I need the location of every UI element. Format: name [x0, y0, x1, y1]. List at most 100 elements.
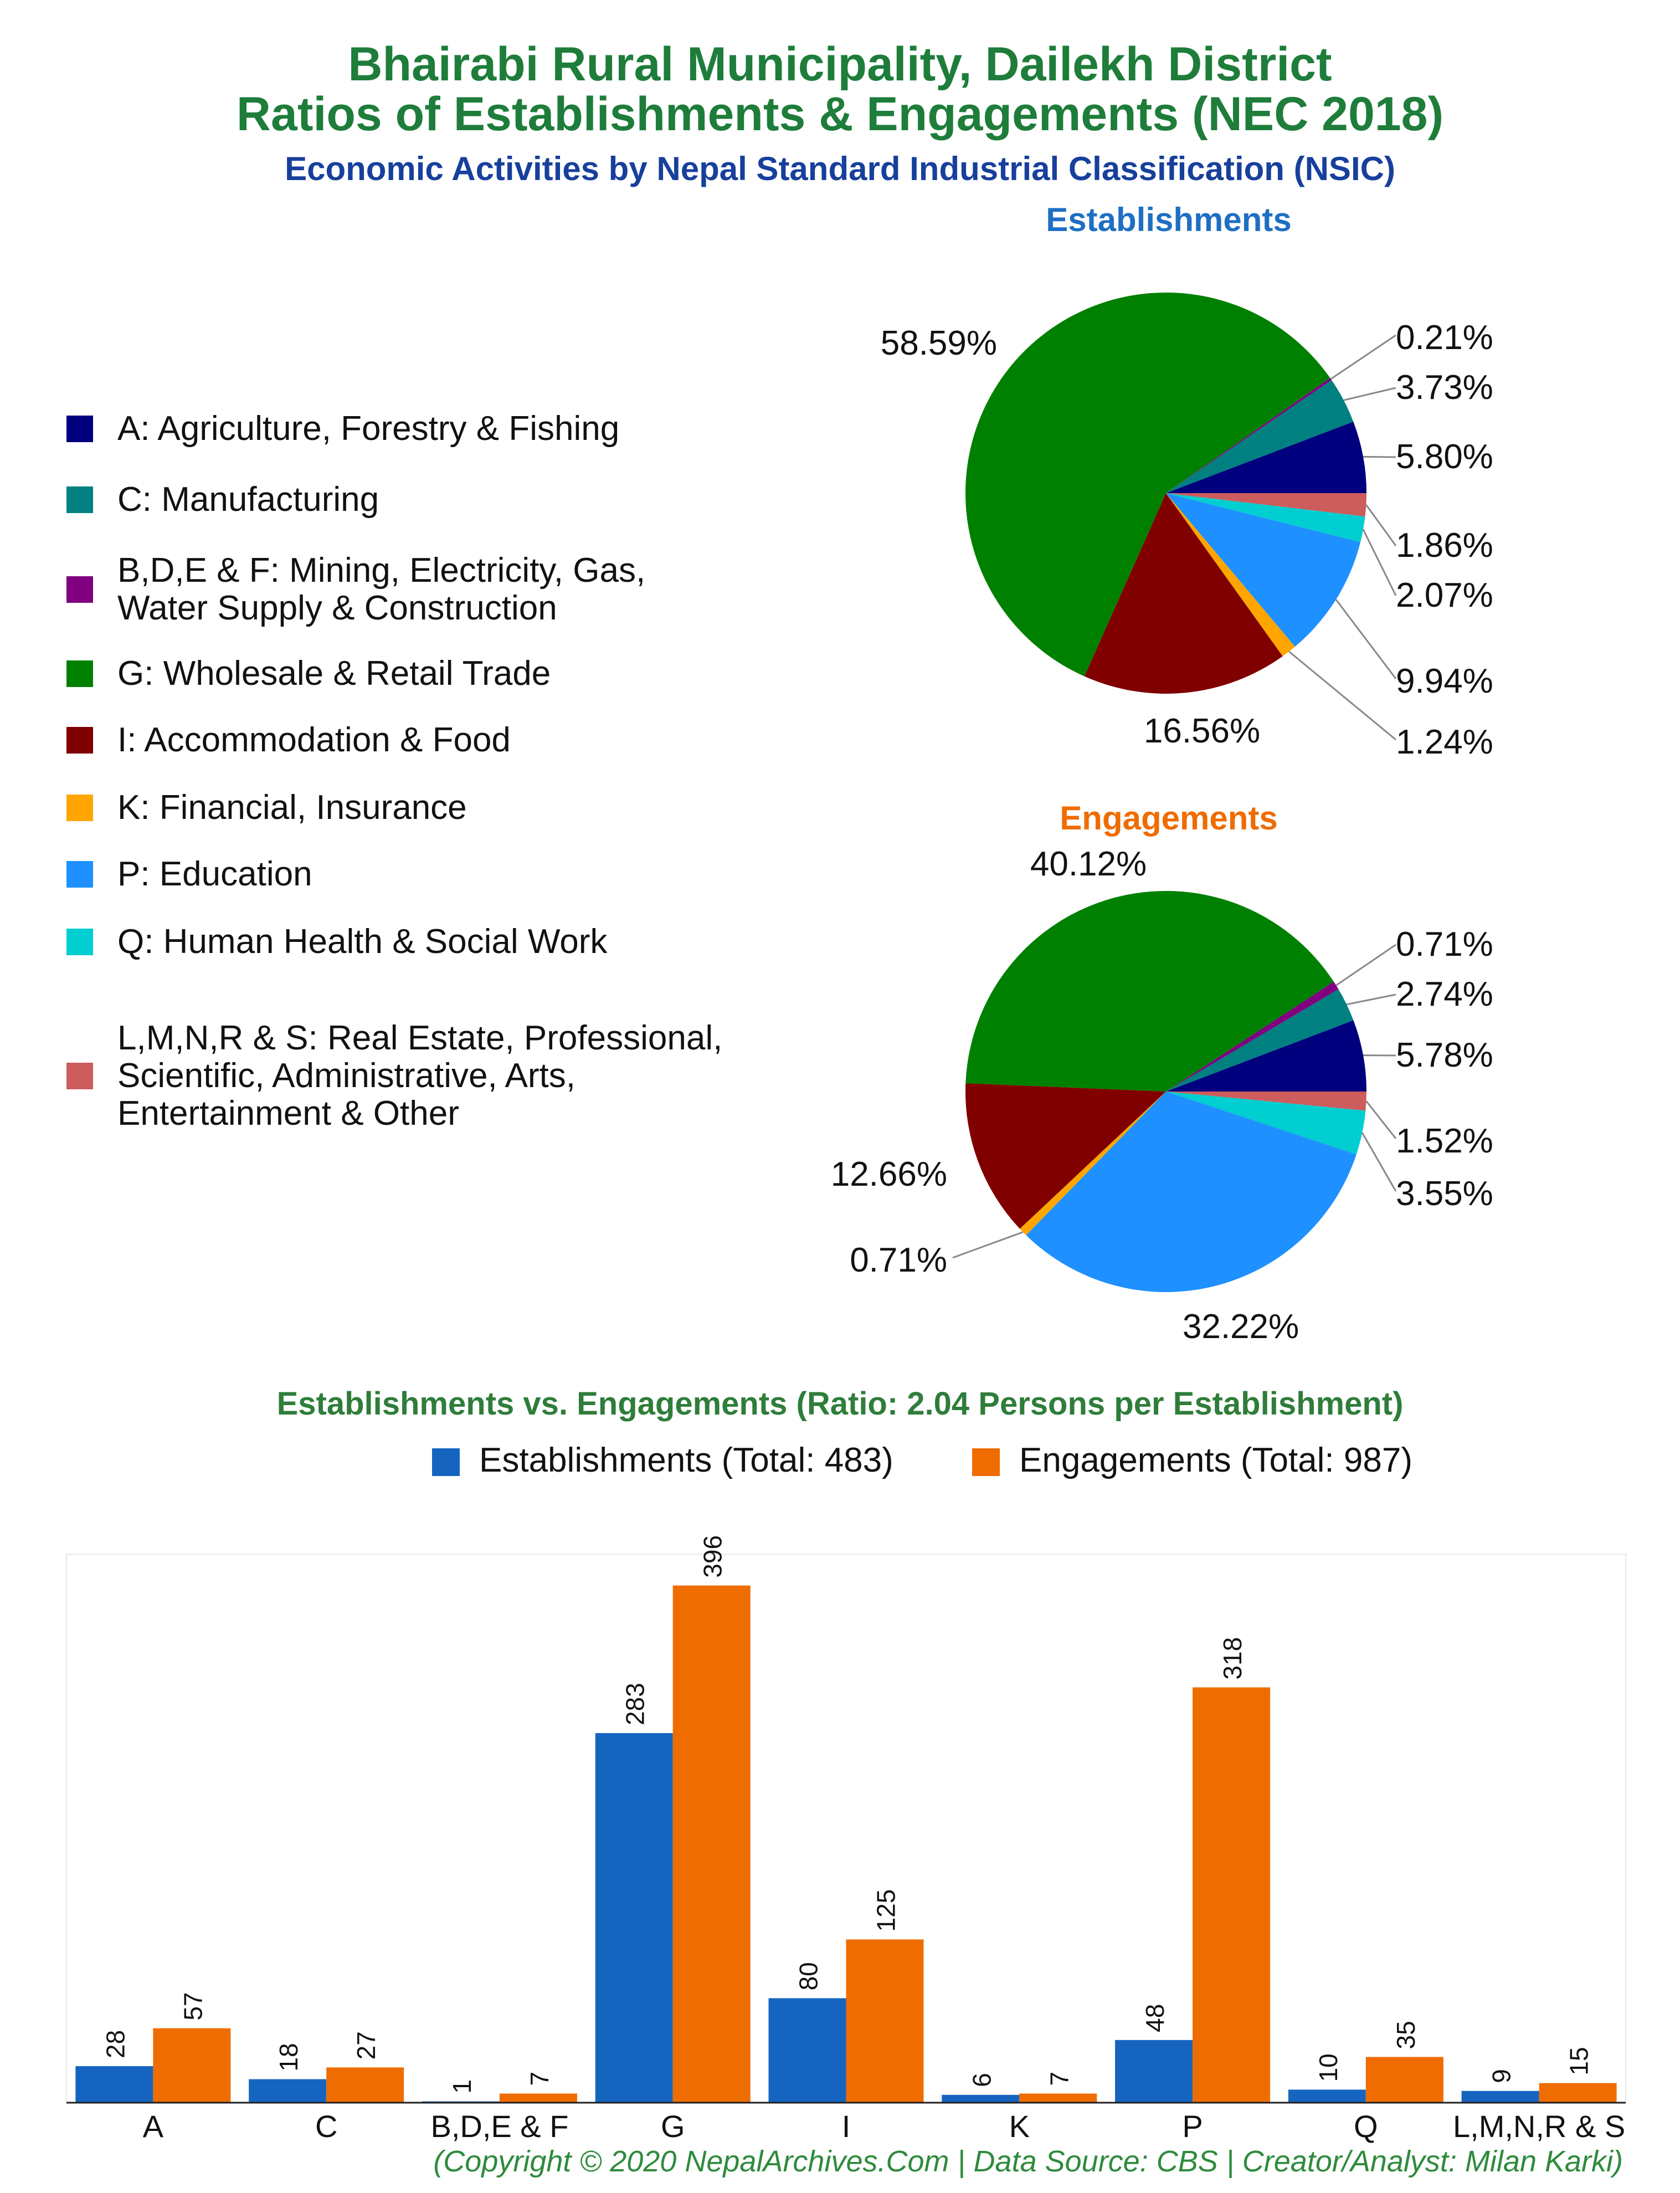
pie-slice	[965, 891, 1334, 1092]
pie-slice	[1084, 493, 1283, 694]
legend-label: A: Agriculture, Forestry & Fishing	[117, 409, 620, 448]
bar-value-label: 7	[1045, 2072, 1073, 2086]
pie-slice	[1166, 1092, 1367, 1111]
pie-leader-line	[952, 1231, 1024, 1259]
bar-category-label: I	[842, 2109, 851, 2144]
bar-category-label: B,D,E & F	[430, 2109, 568, 2144]
engagements-pie-title: Engagements	[1060, 800, 1278, 837]
bar-value-label: 396	[698, 1535, 727, 1578]
bar-value-label: 125	[872, 1889, 901, 1932]
pie-leader-line	[1335, 944, 1396, 986]
pie-leader-line	[1361, 1132, 1397, 1192]
pie-slice	[1166, 493, 1361, 647]
legend-label: I: Accommodation & Food	[117, 721, 511, 759]
pie-leader-line	[1335, 599, 1397, 679]
pie-slice	[965, 1083, 1166, 1229]
establishments-legend-label: Establishments (Total: 483)	[479, 1441, 893, 1479]
chart-subtitle: Economic Activities by Nepal Standard In…	[285, 150, 1395, 187]
pie-leader-line	[1362, 529, 1397, 596]
pie-percent-label: 3.55%	[1396, 1175, 1493, 1213]
engagements-bar	[846, 1939, 924, 2103]
bar-chart-title: Establishments vs. Engagements (Ratio: 2…	[276, 1386, 1404, 1422]
pie-slice	[1166, 989, 1354, 1092]
legend-swatch	[66, 727, 93, 754]
chart-title-line-1: Bhairabi Rural Municipality, Dailekh Dis…	[348, 38, 1332, 91]
pie-percent-label: 5.78%	[1396, 1036, 1493, 1074]
bar-value-label: 35	[1391, 2021, 1420, 2049]
pie-leader-line	[1365, 504, 1397, 546]
establishments-pie: 5.80% 3.73% 0.21% 58.59% 16.56% 1.24% 9.94% 2.0…	[881, 293, 1493, 761]
pie-slice	[1166, 493, 1296, 657]
legend-swatch	[66, 929, 93, 955]
establishments-bar	[1115, 2040, 1193, 2103]
bar-value-label: 318	[1218, 1637, 1247, 1680]
pie-slice	[1166, 981, 1339, 1092]
chart-title-line-2: Ratios of Establishments & Engagements (…	[236, 88, 1444, 141]
pie-percent-label: 32.22%	[1183, 1308, 1299, 1346]
bar-value-label: 10	[1314, 2053, 1343, 2082]
pie-leader-line	[1288, 650, 1396, 741]
pie-percent-label: 58.59%	[881, 324, 997, 362]
establishments-bar	[75, 2066, 153, 2103]
legend-swatch	[66, 1063, 93, 1089]
bar-value-label: 80	[794, 1962, 823, 1990]
bar-value-label: 9	[1487, 2069, 1516, 2083]
establishments-bar	[942, 2094, 1020, 2103]
establishments-bar	[595, 1733, 673, 2103]
pie-percent-label: 5.80%	[1396, 438, 1493, 476]
legend-label: L,M,N,R & S: Real Estate, Professional, …	[117, 1019, 723, 1133]
bar-value-label: 27	[352, 2031, 381, 2059]
engagements-bar	[1193, 1687, 1271, 2103]
bar-value-label: 18	[274, 2043, 303, 2071]
pie-percent-label: 1.52%	[1396, 1122, 1493, 1160]
pie-percent-label: 0.71%	[850, 1241, 947, 1279]
bar-category-label: Q	[1354, 2109, 1378, 2144]
pie-percent-label: 0.71%	[1396, 925, 1493, 964]
pie-leader-line	[1343, 387, 1396, 401]
engagements-bar	[153, 2028, 231, 2103]
engagements-bar	[672, 1585, 751, 2103]
bar-value-label: 15	[1565, 2047, 1594, 2075]
pie-leader-line	[1365, 1100, 1397, 1139]
pie-percent-label: 1.24%	[1396, 723, 1493, 761]
bar-category-label: A	[143, 2109, 164, 2144]
engagements-legend-label: Engagements (Total: 987)	[1019, 1441, 1412, 1479]
legend-swatch	[66, 576, 93, 603]
legend-swatch	[66, 486, 93, 513]
pie-percent-label: 16.56%	[1144, 712, 1260, 750]
bar-value-label: 57	[178, 1992, 207, 2020]
bar-category-label: C	[315, 2109, 337, 2144]
pie-percent-label: 2.74%	[1396, 975, 1493, 1013]
pie-slice	[1020, 1092, 1166, 1236]
establishments-legend-swatch	[432, 1448, 460, 1476]
bar-category-label: L,M,N,R & S	[1453, 2109, 1625, 2144]
legend-label: P: Education	[117, 855, 312, 893]
establishments-pie-title: Establishments	[1046, 201, 1292, 238]
pie-slice	[1026, 1092, 1357, 1293]
legend-swatch	[66, 660, 93, 687]
pie-percent-label: 3.73%	[1396, 368, 1493, 407]
pie-leader-line	[1330, 334, 1396, 380]
engagements-legend-swatch	[972, 1448, 1000, 1476]
bar-value-label: 48	[1140, 2004, 1169, 2032]
pie-percent-label: 2.07%	[1396, 576, 1493, 614]
legend-label: B,D,E & F: Mining, Electricity, Gas, Wat…	[117, 551, 646, 627]
establishments-bar	[768, 1998, 846, 2103]
legend-swatch	[66, 861, 93, 888]
bar-value-label: 1	[448, 2079, 476, 2094]
establishments-bar	[1288, 2089, 1366, 2103]
bar-category-label: G	[661, 2109, 685, 2144]
engagements-bar	[1365, 2057, 1443, 2103]
establishments-bar	[249, 2079, 327, 2103]
copyright-footer: (Copyright © 2020 NepalArchives.Com | Da…	[433, 2145, 1623, 2178]
pie-slice	[1166, 1092, 1366, 1155]
pie-percent-label: 0.21%	[1396, 319, 1493, 357]
engagements-bar	[1019, 2093, 1097, 2103]
pie-percent-label: 40.12%	[1030, 845, 1147, 883]
pie-slice	[965, 293, 1330, 677]
legend-label: Q: Human Health & Social Work	[117, 923, 608, 961]
establishments-bar	[1461, 2090, 1539, 2103]
bar-value-label: 28	[101, 2030, 130, 2058]
pie-slice	[1166, 378, 1332, 493]
